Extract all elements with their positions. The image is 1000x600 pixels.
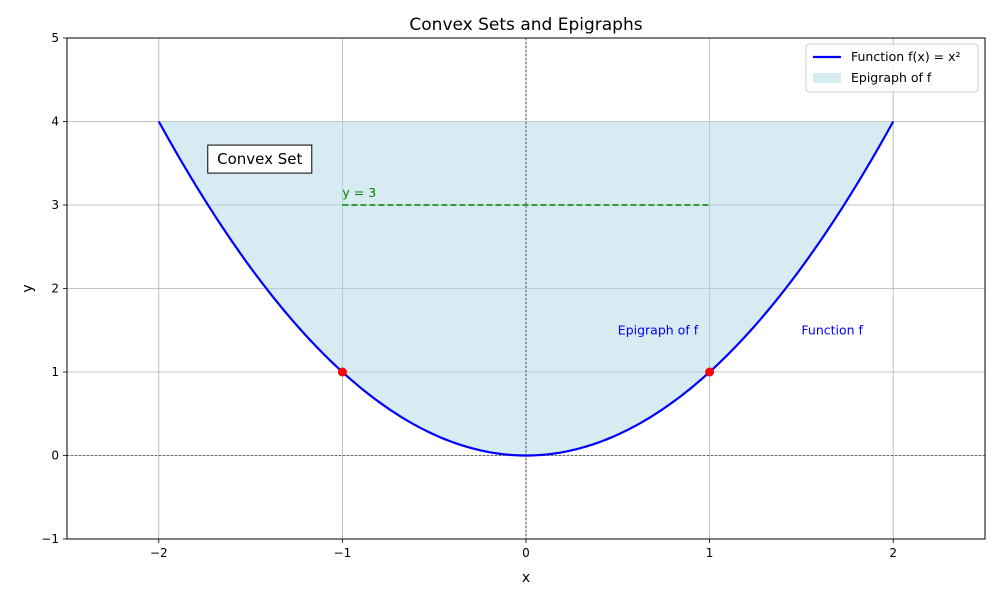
series-lines: y = 3: [157, 120, 895, 457]
x-tick-label: −1: [334, 546, 352, 560]
chart-title: Convex Sets and Epigraphs: [409, 15, 642, 35]
x-tick-label: 2: [889, 546, 897, 560]
x-tick-label: 1: [706, 546, 714, 560]
convex-set-label: Convex Set: [217, 150, 302, 168]
data-point: [337, 367, 347, 377]
y-tick-label: 0: [51, 449, 59, 463]
convex-set-annotation: Convex Set: [207, 144, 313, 174]
x-tick-label: −2: [150, 546, 168, 560]
legend-label-function: Function f(x) = x²: [851, 49, 961, 64]
y-tick-label: 2: [51, 282, 59, 296]
data-points: [337, 367, 715, 377]
annotation-label: Epigraph of f: [618, 322, 699, 337]
data-point: [705, 367, 715, 377]
function-curve: [157, 120, 895, 457]
annotation-box: [207, 144, 313, 174]
y-tick-label: −1: [41, 532, 59, 546]
x-axis-label: x: [522, 570, 530, 586]
x-tick-label: 0: [522, 546, 530, 560]
legend: Function f(x) = x² Epigraph of f: [805, 43, 979, 93]
y-tick-label: 1: [51, 365, 59, 379]
y-tick-label: 4: [51, 115, 59, 129]
legend-label-epigraph: Epigraph of f: [851, 70, 932, 85]
y-tick-label: 5: [51, 31, 59, 45]
legend-box: [805, 43, 979, 93]
legend-fill-swatch: [813, 73, 841, 83]
hline-label: y = 3: [342, 185, 376, 200]
y-tick-label: 3: [51, 198, 59, 212]
y-axis-label: y: [20, 284, 36, 292]
annotation-label: Function f: [801, 322, 863, 337]
axis-ticks: −2 −1 0 1 2 −1 0 1 2 3 4 5: [41, 31, 897, 560]
annotations: Convex Set Epigraph of f Function f: [207, 144, 864, 337]
